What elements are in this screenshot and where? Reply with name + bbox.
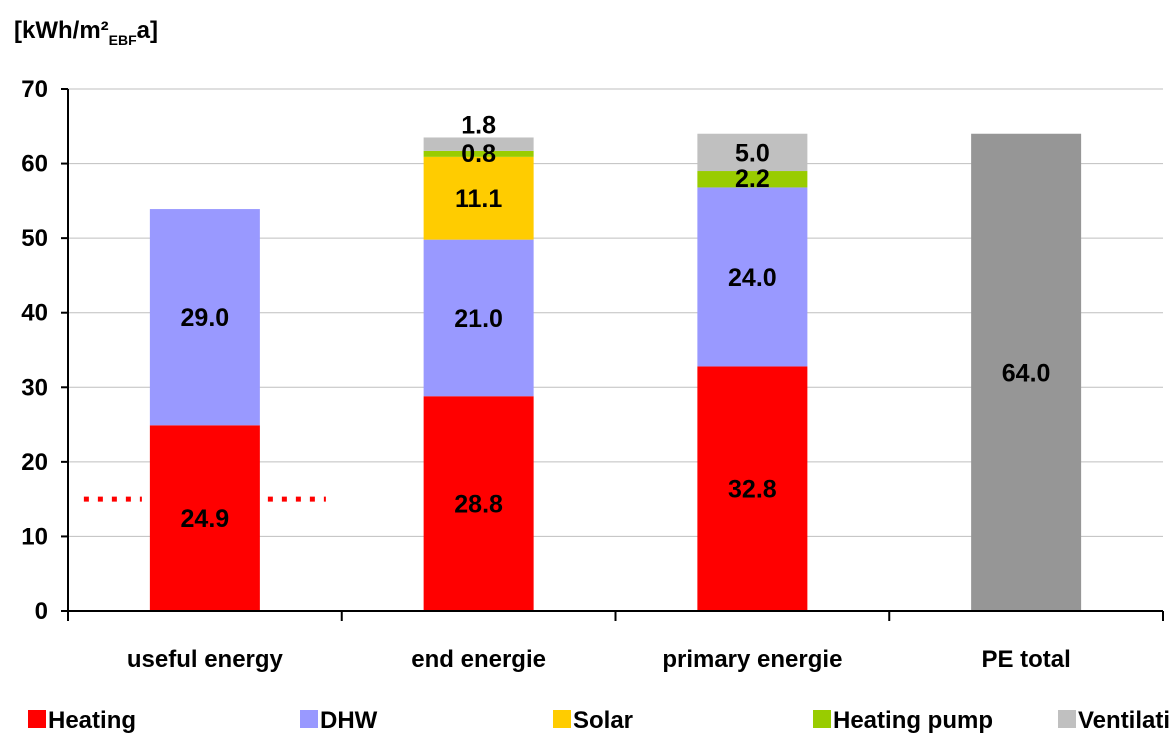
data-label-end-energie-heating: 28.8 xyxy=(454,491,503,519)
legend-swatch-solar xyxy=(553,710,571,728)
data-label-end-energie-ventilation: 1.8 xyxy=(461,111,496,139)
legend-label-ventilation: Ventilation xyxy=(1078,707,1169,734)
legend-label-dhw: DHW xyxy=(320,707,378,734)
legend-item-dhw: DHW xyxy=(300,707,378,734)
bar-primary-energie-heating xyxy=(697,366,808,611)
legend-swatch-dhw xyxy=(300,710,318,728)
bar-end-energie-dhw xyxy=(423,239,534,397)
bar-end-energie-heating xyxy=(423,396,534,611)
bar-end-energie-heating-pump xyxy=(423,150,534,157)
bar-useful-energy-heating xyxy=(149,425,260,611)
data-label-end-energie-dhw: 21.0 xyxy=(454,305,503,333)
y-unit-label: [kWh/m²EBFa] xyxy=(14,17,158,48)
data-label-primary-energie-ventilation: 5.0 xyxy=(735,139,770,167)
axes xyxy=(61,88,1164,621)
legend-swatch-heating xyxy=(28,710,46,728)
legend-item-ventilation: Ventilation xyxy=(1058,707,1169,734)
y-unit-tail: a] xyxy=(137,17,158,44)
bar-primary-energie-ventilation xyxy=(697,133,808,172)
legend: Heating DHW Solar Heating pump Ventilation xyxy=(28,707,1169,734)
legend-item-heating: Heating xyxy=(28,707,136,734)
x-category-label-end-energie: end energie xyxy=(411,646,546,673)
y-tick-label-60: 60 xyxy=(21,151,48,178)
y-tick-label-50: 50 xyxy=(21,225,48,252)
data-label-end-energie-solar: 11.1 xyxy=(455,185,502,213)
bar-pe-total-total xyxy=(971,133,1082,611)
bar-end-energie-ventilation xyxy=(423,137,534,151)
y-tick-label-40: 40 xyxy=(21,300,48,327)
legend-item-solar: Solar xyxy=(553,707,633,734)
data-labels: 24.9 29.0 28.8 21.0 11.1 0.81.8 32.8 24.0 2.25.0… xyxy=(181,111,1051,533)
y-tick-labels: 0 10 20 30 40 50 60 70 xyxy=(21,76,48,625)
x-category-labels: useful energy end energie primary energie P… xyxy=(127,646,1071,673)
legend-label-solar: Solar xyxy=(573,707,633,734)
y-tick-label-30: 30 xyxy=(21,374,48,401)
bars xyxy=(149,133,1082,611)
bar-primary-energie-dhw xyxy=(697,187,808,367)
bar-primary-energie-heating-pump xyxy=(697,171,808,188)
legend-label-heating-pump: Heating pump xyxy=(833,707,993,734)
y-tick-label-0: 0 xyxy=(35,598,48,625)
data-label-useful-energy-dhw: 29.0 xyxy=(181,304,230,332)
x-category-label-useful-energy: useful energy xyxy=(127,646,284,673)
data-label-primary-energie-dhw: 24.0 xyxy=(728,264,777,292)
data-label-end-energie-heating-pump: 0.8 xyxy=(461,140,496,168)
legend-swatch-heating-pump xyxy=(813,710,831,728)
legend-item-heating-pump: Heating pump xyxy=(813,707,993,734)
x-category-label-primary-energie: primary energie xyxy=(662,646,842,673)
legend-swatch-ventilation xyxy=(1058,710,1076,728)
data-label-primary-energie-heating: 32.8 xyxy=(728,476,777,504)
y-tick-label-10: 10 xyxy=(21,523,48,550)
bar-end-energie-solar xyxy=(423,156,534,240)
y-tick-label-70: 70 xyxy=(21,76,48,103)
bar-useful-energy-dhw xyxy=(149,209,260,426)
y-unit-subscript: EBF xyxy=(109,32,137,48)
data-label-primary-energie-heating-pump: 2.2 xyxy=(735,165,770,193)
x-category-label-pe-total: PE total xyxy=(981,646,1070,673)
data-label-useful-energy-heating: 24.9 xyxy=(181,505,230,533)
y-unit-main: [kWh/m² xyxy=(14,17,109,44)
data-label-pe-total-total: 64.0 xyxy=(1002,359,1051,387)
y-tick-label-20: 20 xyxy=(21,449,48,476)
legend-label-heating: Heating xyxy=(48,707,136,734)
